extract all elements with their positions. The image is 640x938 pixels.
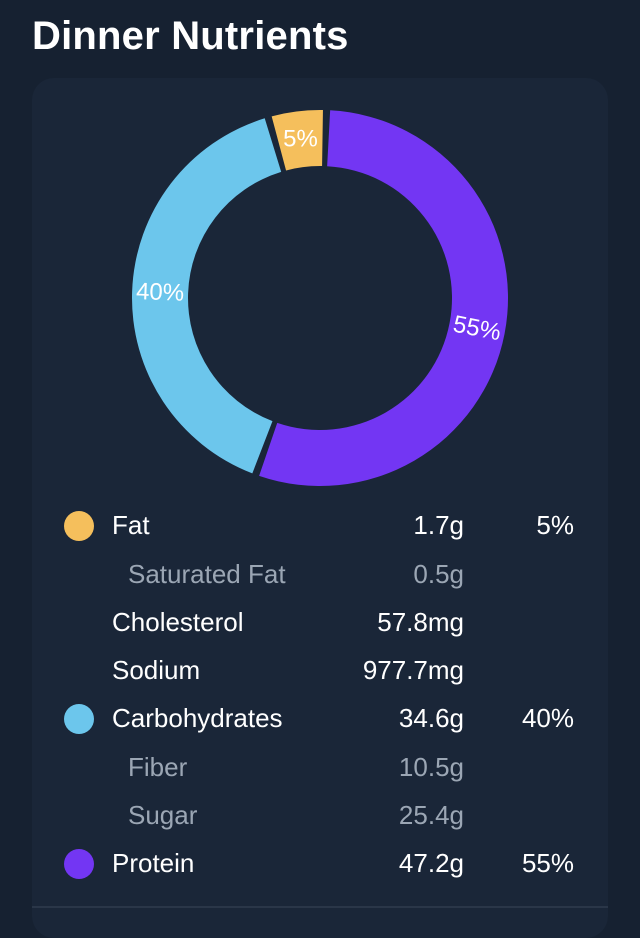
nutrient-row-protein: Protein 47.2g 55%: [0, 844, 640, 884]
nutrient-donut-chart: 55%40%5%: [132, 110, 509, 487]
nutrient-amount: 1.7g: [413, 510, 464, 540]
nutrient-name: Sodium: [112, 655, 201, 685]
carbohydrates-color-dot: [64, 704, 94, 734]
nutrient-name: Cholesterol: [112, 607, 244, 637]
nutrient-name: Protein: [112, 848, 195, 878]
nutrient-row-sugar: Sugar 25.4g: [0, 796, 640, 836]
nutrient-row-cholesterol: Cholesterol 57.8mg: [0, 603, 640, 643]
page-title: Dinner Nutrients: [32, 14, 349, 58]
nutrient-row-fat: Fat 1.7g 5%: [0, 506, 640, 546]
donut-slice-fat: [271, 110, 323, 171]
nutrient-name: Sugar: [128, 800, 198, 830]
nutrient-row-sodium: Sodium 977.7mg: [0, 651, 640, 691]
nutrient-percent: 55%: [521, 848, 574, 878]
nutrient-amount: 57.8mg: [377, 607, 464, 637]
nutrient-percent: 5%: [536, 510, 574, 540]
donut-slice-protein: [259, 110, 509, 487]
nutrient-amount: 977.7mg: [362, 655, 464, 685]
protein-color-dot: [64, 849, 94, 879]
nutrient-name: Fat: [112, 510, 150, 540]
nutrient-amount: 25.4g: [398, 800, 464, 830]
nutrient-row-carbohydrates: Carbohydrates 34.6g 40%: [0, 699, 640, 739]
nutrient-amount: 47.2g: [398, 848, 464, 878]
nutrient-name: Fiber: [128, 752, 188, 782]
nutrient-amount: 10.5g: [398, 752, 464, 782]
nutrient-row-fiber: Fiber 10.5g: [0, 748, 640, 788]
fat-color-dot: [64, 511, 94, 541]
nutrient-percent: 40%: [521, 703, 574, 733]
nutrient-name: Saturated Fat: [128, 559, 286, 589]
nutrient-name: Carbohydrates: [112, 703, 283, 733]
nutrient-amount: 34.6g: [398, 703, 464, 733]
nutrient-row-saturated-fat: Saturated Fat 0.5g: [0, 555, 640, 595]
donut-label-carbohydrates: 40%: [136, 278, 185, 307]
divider: [32, 906, 608, 908]
nutrients-card: [32, 78, 608, 938]
donut-slice-carbohydrates: [132, 118, 282, 474]
nutrient-amount: 0.5g: [413, 559, 464, 589]
donut-label-fat: 5%: [283, 126, 318, 153]
